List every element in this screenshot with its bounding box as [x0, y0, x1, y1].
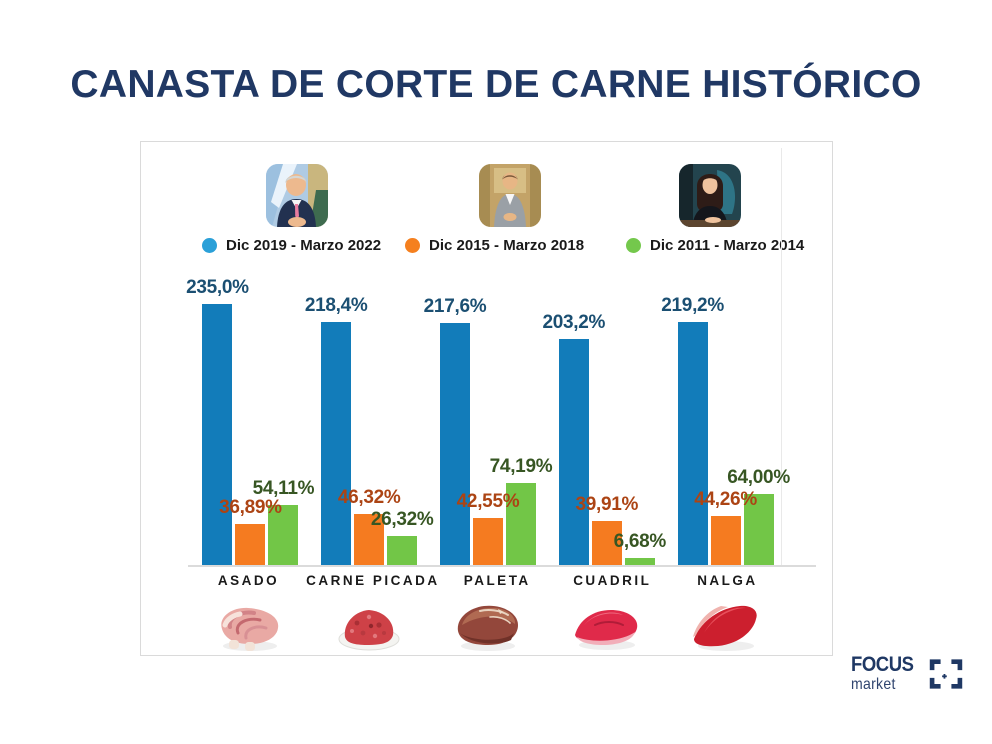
- bar-dic-2011---marzo-2014: 26,32%: [371, 267, 434, 565]
- bar-group-nalga: 219,2% 44,26% 64,00%: [661, 267, 790, 565]
- bar-value-label: 54,11%: [252, 477, 315, 499]
- bar-value-label: 74,19%: [489, 455, 553, 477]
- bar-dic-2019---marzo-2022: 217,6%: [424, 267, 487, 565]
- legend-item-2011-2014: Dic 2011 - Marzo 2014: [626, 237, 804, 254]
- meat-nalga-image: [666, 594, 785, 654]
- bar-rect: [235, 524, 266, 565]
- bar-rect: [624, 557, 655, 565]
- brand-subname: market: [851, 676, 896, 693]
- bar-rect: [321, 322, 352, 565]
- meat-images-row: [191, 594, 785, 654]
- bar-dic-2019---marzo-2022: 203,2%: [542, 267, 605, 565]
- x-axis-line: [188, 565, 816, 567]
- plot-right-border: [781, 148, 782, 565]
- president-portrait-icon: [679, 164, 741, 227]
- bar-rect: [387, 535, 418, 565]
- bar-value-label: 26,32%: [370, 508, 434, 530]
- bar-dic-2019---marzo-2022: 235,0%: [186, 267, 249, 565]
- bar-dic-2015---marzo-2018: 46,32%: [338, 267, 401, 565]
- bar-dic-2015---marzo-2018: 36,89%: [219, 267, 282, 565]
- bar-group-carne-picada: 218,4% 46,32% 26,32%: [305, 267, 434, 565]
- legend-portrait-period-2015-2018: [479, 164, 541, 227]
- bar-value-label: 203,2%: [542, 312, 606, 334]
- bar-rect: [354, 513, 385, 565]
- legend-label: Dic 2019 - Marzo 2022: [226, 237, 382, 254]
- legend-dot-blue: [202, 238, 217, 253]
- meat-asado-image: [191, 594, 310, 654]
- category-label: CARNE PICADA: [306, 573, 440, 588]
- president-portrait-icon: [479, 164, 541, 227]
- bar-rect: [710, 515, 741, 565]
- president-portrait-icon: [266, 164, 328, 227]
- bar-rect: [558, 339, 589, 565]
- category-axis: ASADO CARNE PICADA PALETA CUADRIL NALGA: [191, 573, 785, 588]
- bar-dic-2011---marzo-2014: 74,19%: [490, 267, 553, 565]
- legend-dot-green: [626, 238, 641, 253]
- bar-value-label: 39,91%: [575, 493, 639, 515]
- focus-market-logo: FOCUS market: [851, 654, 963, 693]
- bar-rect: [591, 520, 622, 565]
- category-label: NALGA: [697, 573, 758, 588]
- brand-name: FOCUS: [851, 653, 914, 676]
- bar-value-label: 6,68%: [613, 530, 667, 552]
- legend-item-2019-2022: Dic 2019 - Marzo 2022: [202, 237, 381, 254]
- meat-carne-picada-image: [310, 594, 429, 654]
- bar-value-label: 44,26%: [694, 488, 757, 510]
- bar-dic-2011---marzo-2014: 54,11%: [253, 267, 314, 565]
- category-label: ASADO: [217, 573, 280, 588]
- bar-value-label: 64,00%: [727, 466, 790, 488]
- bar-rect: [743, 493, 774, 565]
- bar-group-cuadril: 203,2% 39,91% 6,68%: [542, 267, 666, 565]
- legend-label: Dic 2015 - Marzo 2018: [429, 237, 585, 254]
- bar-dic-2015---marzo-2018: 44,26%: [694, 267, 757, 565]
- bar-rect: [505, 482, 536, 565]
- legend-portrait-period-2019-2022: [266, 164, 328, 227]
- bar-value-label: 217,6%: [423, 296, 487, 318]
- brand-text: FOCUS market: [851, 653, 914, 693]
- bar-dic-2015---marzo-2018: 39,91%: [575, 267, 638, 565]
- bar-dic-2019---marzo-2022: 219,2%: [661, 267, 724, 565]
- bar-rect: [268, 504, 299, 565]
- focus-brackets-icon: [929, 658, 963, 689]
- bar-rect: [202, 304, 233, 565]
- bar-dic-2015---marzo-2018: 42,55%: [457, 267, 520, 565]
- bar-value-label: 46,32%: [337, 486, 401, 508]
- bar-dic-2011---marzo-2014: 64,00%: [727, 267, 790, 565]
- bar-dic-2019---marzo-2022: 218,4%: [305, 267, 368, 565]
- bar-dic-2011---marzo-2014: 6,68%: [614, 267, 666, 565]
- bar-group-asado: 235,0% 36,89% 54,11%: [186, 267, 314, 565]
- legend-item-2015-2018: Dic 2015 - Marzo 2018: [405, 237, 584, 254]
- bar-group-paleta: 217,6% 42,55% 74,19%: [424, 267, 553, 565]
- legend-dot-orange: [405, 238, 420, 253]
- page-title: CANASTA DE CORTE DE CARNE HISTÓRICO: [70, 63, 922, 106]
- category-label: PALETA: [463, 573, 531, 588]
- bar-value-label: 218,4%: [304, 295, 368, 317]
- bar-rect: [439, 323, 470, 565]
- meat-cuadril-image: [547, 594, 666, 654]
- meat-paleta-image: [429, 594, 548, 654]
- bar-rect: [472, 517, 503, 565]
- bar-value-label: 235,0%: [186, 277, 249, 298]
- bar-value-label: 219,2%: [661, 294, 724, 316]
- bar-value-label: 42,55%: [456, 490, 520, 512]
- bar-plot-area: 235,0% 36,89% 54,11% 218,4% 46,32% 26,32% 217,…: [186, 267, 790, 565]
- category-label: CUADRIL: [573, 573, 652, 588]
- bar-value-label: 36,89%: [219, 497, 282, 518]
- legend-portrait-period-2011-2014: [679, 164, 741, 227]
- bar-rect: [677, 321, 708, 565]
- legend-label: Dic 2011 - Marzo 2014: [650, 237, 805, 254]
- chart-card: Dic 2019 - Marzo 2022 Dic 2015 - Marzo 2…: [140, 141, 833, 656]
